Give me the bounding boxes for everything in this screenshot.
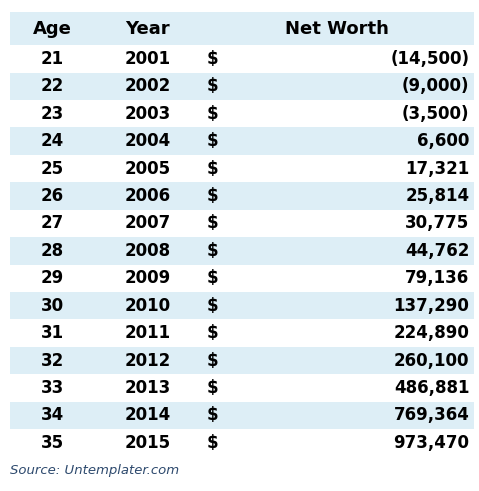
Text: 2008: 2008 xyxy=(125,242,171,260)
Text: 6,600: 6,600 xyxy=(417,132,469,150)
Text: $: $ xyxy=(207,160,219,178)
FancyBboxPatch shape xyxy=(10,73,474,100)
Text: 2003: 2003 xyxy=(125,105,171,123)
Text: 2001: 2001 xyxy=(125,50,171,68)
Text: $: $ xyxy=(207,407,219,425)
FancyBboxPatch shape xyxy=(10,374,474,402)
Text: 79,136: 79,136 xyxy=(405,270,469,287)
Text: 2012: 2012 xyxy=(125,352,171,370)
Text: $: $ xyxy=(207,324,219,342)
Text: 30: 30 xyxy=(41,297,64,315)
Text: $: $ xyxy=(207,187,219,205)
Text: $: $ xyxy=(207,434,219,452)
Text: $: $ xyxy=(207,297,219,315)
Text: 28: 28 xyxy=(41,242,64,260)
Text: 2006: 2006 xyxy=(125,187,171,205)
Text: 34: 34 xyxy=(41,407,64,425)
FancyBboxPatch shape xyxy=(10,182,474,210)
Text: 21: 21 xyxy=(41,50,64,68)
Text: 224,890: 224,890 xyxy=(394,324,469,342)
Text: 27: 27 xyxy=(41,215,64,232)
Text: $: $ xyxy=(207,105,219,123)
Text: Age: Age xyxy=(33,20,72,38)
Text: 22: 22 xyxy=(41,78,64,95)
Text: (9,000): (9,000) xyxy=(402,78,469,95)
Text: 2005: 2005 xyxy=(125,160,171,178)
FancyBboxPatch shape xyxy=(10,155,474,182)
FancyBboxPatch shape xyxy=(10,100,474,128)
FancyBboxPatch shape xyxy=(10,210,474,237)
Text: 33: 33 xyxy=(41,379,64,397)
Text: 24: 24 xyxy=(41,132,64,150)
FancyBboxPatch shape xyxy=(10,429,474,457)
FancyBboxPatch shape xyxy=(10,128,474,155)
Text: 44,762: 44,762 xyxy=(405,242,469,260)
Text: $: $ xyxy=(207,132,219,150)
FancyBboxPatch shape xyxy=(10,347,474,374)
Text: $: $ xyxy=(207,242,219,260)
Text: 2014: 2014 xyxy=(125,407,171,425)
FancyBboxPatch shape xyxy=(10,237,474,265)
Text: 137,290: 137,290 xyxy=(394,297,469,315)
Text: $: $ xyxy=(207,50,219,68)
Text: Year: Year xyxy=(125,20,170,38)
Text: 29: 29 xyxy=(41,270,64,287)
FancyBboxPatch shape xyxy=(10,265,474,292)
Text: (14,500): (14,500) xyxy=(390,50,469,68)
Text: 2002: 2002 xyxy=(125,78,171,95)
Text: 17,321: 17,321 xyxy=(405,160,469,178)
Text: $: $ xyxy=(207,352,219,370)
Text: 32: 32 xyxy=(41,352,64,370)
FancyBboxPatch shape xyxy=(10,402,474,429)
Text: $: $ xyxy=(207,215,219,232)
Text: 486,881: 486,881 xyxy=(394,379,469,397)
Text: (3,500): (3,500) xyxy=(402,105,469,123)
FancyBboxPatch shape xyxy=(10,12,474,45)
Text: 2013: 2013 xyxy=(125,379,171,397)
Text: 2010: 2010 xyxy=(125,297,171,315)
Text: Source: Untemplater.com: Source: Untemplater.com xyxy=(10,464,179,477)
Text: 26: 26 xyxy=(41,187,64,205)
Text: Net Worth: Net Worth xyxy=(285,20,389,38)
Text: 2007: 2007 xyxy=(125,215,171,232)
Text: 25,814: 25,814 xyxy=(405,187,469,205)
Text: 2011: 2011 xyxy=(125,324,171,342)
Text: 2009: 2009 xyxy=(125,270,171,287)
Text: 2004: 2004 xyxy=(125,132,171,150)
FancyBboxPatch shape xyxy=(10,45,474,73)
Text: $: $ xyxy=(207,78,219,95)
Text: $: $ xyxy=(207,379,219,397)
Text: $: $ xyxy=(207,270,219,287)
Text: 23: 23 xyxy=(41,105,64,123)
Text: 260,100: 260,100 xyxy=(394,352,469,370)
Text: 31: 31 xyxy=(41,324,64,342)
FancyBboxPatch shape xyxy=(10,320,474,347)
Text: 30,775: 30,775 xyxy=(405,215,469,232)
Text: 2015: 2015 xyxy=(125,434,171,452)
FancyBboxPatch shape xyxy=(10,292,474,320)
Text: 973,470: 973,470 xyxy=(393,434,469,452)
Text: 769,364: 769,364 xyxy=(394,407,469,425)
Text: 35: 35 xyxy=(41,434,64,452)
Text: 25: 25 xyxy=(41,160,64,178)
